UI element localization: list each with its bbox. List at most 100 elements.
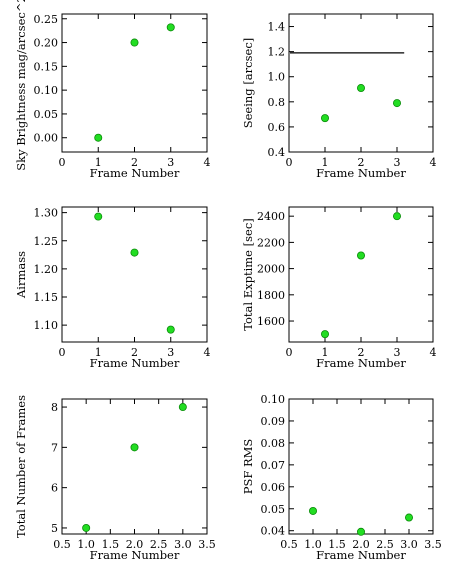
data-point <box>94 133 103 142</box>
x-tick-label: 0 <box>286 346 293 359</box>
y-tick-label: 2000 <box>257 263 285 276</box>
x-tick-label: 2 <box>358 156 365 169</box>
y-axis-title: Airmass <box>14 251 28 299</box>
y-tick-label: 0.05 <box>261 503 286 516</box>
x-tick-label: 3.0 <box>174 538 192 551</box>
data-point <box>94 212 103 221</box>
y-tick-label: 1.20 <box>34 263 59 276</box>
x-tick-label: 3 <box>167 156 174 169</box>
y-axis-title: Sky Brightness mag/arcsec^2 <box>14 0 28 171</box>
y-axis-title: Total Number of Frames <box>14 395 28 538</box>
y-tick-label: 0.20 <box>34 37 59 50</box>
x-tick-label: 2 <box>131 346 138 359</box>
y-tick-label: 0.8 <box>268 96 286 109</box>
x-tick-label: 1.5 <box>102 538 120 551</box>
x-tick-label: 3.0 <box>400 538 418 551</box>
chart-psf-rms: 0.5 1.0 1.5 2.0 2.5 3.0 3.5 0.04 0.05 0.06 0.07 0.0… <box>241 393 442 562</box>
data-point <box>130 248 139 257</box>
x-axis-title: Frame Number <box>316 356 406 370</box>
data-point <box>404 513 413 522</box>
x-tick-label: 3 <box>394 346 401 359</box>
x-tick-label: 4 <box>204 156 211 169</box>
data-point <box>356 527 365 536</box>
x-axis-title: Frame Number <box>316 166 406 180</box>
y-tick-label: 0.00 <box>34 132 59 145</box>
y-tick-label: 0.25 <box>34 13 59 26</box>
data-point <box>82 523 91 532</box>
chart-total-number-of-frames: 0.5 1.0 1.5 2.0 2.5 3.0 3.5 5 6 7 8 Frame Number Tot… <box>14 395 216 562</box>
plot-frame <box>61 398 208 535</box>
y-tick-label: 0.10 <box>261 393 286 406</box>
x-axis-title: Frame Number <box>90 548 180 562</box>
plot-frame <box>61 206 208 343</box>
y-tick-label: 2400 <box>257 210 285 223</box>
x-axis-title: Frame Number <box>90 166 180 180</box>
y-axis-title: Seeing [arcsec] <box>241 38 255 129</box>
data-point <box>308 506 317 515</box>
y-tick-label: 6 <box>51 482 58 495</box>
data-point <box>320 114 329 123</box>
x-tick-label: 3.5 <box>198 538 216 551</box>
x-tick-label: 3 <box>394 156 401 169</box>
y-tick-label: 0.06 <box>261 481 286 494</box>
x-tick-label: 0 <box>59 346 66 359</box>
y-tick-label: 1.2 <box>268 46 286 59</box>
data-point <box>356 84 365 93</box>
x-tick-label: 2 <box>358 346 365 359</box>
y-axis-title: PSF RMS <box>241 439 255 495</box>
x-tick-label: 1 <box>95 346 102 359</box>
x-tick-label: 1 <box>95 156 102 169</box>
x-tick-label: 4 <box>430 156 437 169</box>
x-tick-label: 4 <box>204 346 211 359</box>
x-tick-label: 3 <box>167 346 174 359</box>
data-point <box>166 325 175 334</box>
x-tick-label: 2.5 <box>150 538 168 551</box>
x-tick-label: 4 <box>430 346 437 359</box>
x-tick-label: 1.5 <box>328 538 346 551</box>
y-tick-label: 1.25 <box>34 235 59 248</box>
y-tick-label: 8 <box>51 401 58 414</box>
y-tick-label: 7 <box>51 441 58 454</box>
x-tick-label: 2.0 <box>352 538 370 551</box>
chart-total-exptime-sec: 0 1 2 3 4 1600 1800 2000 2200 2400 Frame Number Tot… <box>241 206 437 370</box>
x-tick-label: 2 <box>131 156 138 169</box>
chart-seeing-arcsec: 0 1 2 3 4 0.4 0.6 0.8 1.0 1.2 1.4 Frame Number Seein… <box>241 13 437 180</box>
plot-frame <box>288 13 434 153</box>
x-axis-title: Frame Number <box>90 356 180 370</box>
x-tick-label: 0.5 <box>280 538 298 551</box>
y-tick-label: 1800 <box>257 289 285 302</box>
y-tick-label: 0.08 <box>261 437 286 450</box>
data-point <box>320 330 329 339</box>
plot-frame <box>288 206 434 343</box>
y-tick-label: 0.15 <box>34 60 59 73</box>
y-tick-label: 1.15 <box>34 291 59 304</box>
y-tick-label: 0.09 <box>261 415 286 428</box>
data-point <box>392 212 401 221</box>
x-tick-label: 1.0 <box>77 538 95 551</box>
x-tick-label: 1.0 <box>304 538 322 551</box>
x-tick-label: 1 <box>322 156 329 169</box>
x-axis-title: Frame Number <box>316 548 406 562</box>
chart-sky-brightness-mag-arcsec-2: 0 1 2 3 4 0.00 0.05 0.10 0.15 0.20 0.25 Frame Numbe… <box>14 0 211 180</box>
y-tick-label: 0.05 <box>34 108 59 121</box>
x-tick-label: 0 <box>59 156 66 169</box>
y-tick-label: 0.07 <box>261 459 286 472</box>
y-tick-label: 0.10 <box>34 84 59 97</box>
data-point <box>356 251 365 260</box>
y-tick-label: 0.6 <box>268 121 286 134</box>
x-tick-label: 2.0 <box>126 538 144 551</box>
data-point <box>130 38 139 47</box>
x-tick-label: 0.5 <box>53 538 71 551</box>
y-tick-label: 5 <box>51 522 58 535</box>
x-tick-label: 3.5 <box>424 538 442 551</box>
data-point <box>178 403 187 412</box>
y-tick-label: 1.30 <box>34 207 59 220</box>
y-tick-label: 1.10 <box>34 319 59 332</box>
y-tick-label: 0.04 <box>261 525 286 538</box>
y-tick-label: 1.4 <box>268 21 286 34</box>
chart-airmass: 0 1 2 3 4 1.10 1.15 1.20 1.25 1.30 Frame Number Air… <box>14 206 211 370</box>
data-point <box>166 23 175 32</box>
data-point <box>392 99 401 108</box>
y-tick-label: 1600 <box>257 315 285 328</box>
